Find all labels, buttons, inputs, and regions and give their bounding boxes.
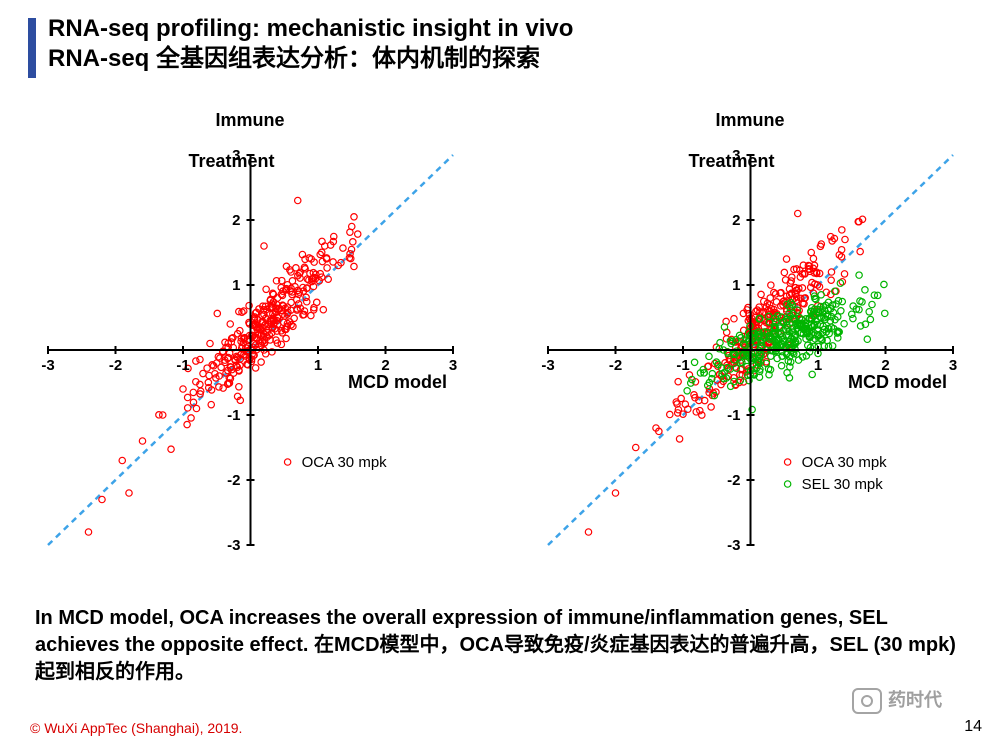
- svg-text:3: 3: [948, 357, 956, 374]
- title-block: RNA-seq profiling: mechanistic insight i…: [48, 14, 573, 74]
- chart-right-title: Immune: [528, 110, 973, 131]
- watermark-text: 药时代: [888, 690, 942, 710]
- svg-text:Treatment: Treatment: [188, 151, 274, 171]
- svg-text:2: 2: [732, 212, 740, 229]
- svg-text:1: 1: [732, 277, 740, 294]
- svg-text:-2: -2: [727, 472, 740, 489]
- svg-text:3: 3: [448, 357, 456, 374]
- svg-text:MCD model: MCD model: [348, 372, 447, 392]
- svg-text:Treatment: Treatment: [688, 151, 774, 171]
- chart-left-title: Immune: [28, 110, 473, 131]
- svg-text:2: 2: [232, 212, 240, 229]
- svg-text:SEL 30 mpk: SEL 30 mpk: [801, 476, 883, 493]
- svg-text:-3: -3: [727, 537, 740, 554]
- title-accent-bar: [28, 18, 36, 78]
- svg-text:-2: -2: [108, 357, 121, 374]
- chart-right-svg: -3-3-2-2-1-1112233MCD modelTreatmentOCA …: [528, 135, 973, 565]
- svg-text:OCA 30 mpk: OCA 30 mpk: [801, 454, 887, 471]
- chart-right: Immune -3-3-2-2-1-1112233MCD modelTreatm…: [528, 110, 973, 580]
- svg-text:1: 1: [813, 357, 821, 374]
- svg-text:-1: -1: [176, 357, 189, 374]
- caption-text: In MCD model, OCA increases the overall …: [35, 605, 965, 686]
- charts-row: Immune -3-3-2-2-1-1112233MCD modelTreatm…: [0, 110, 1000, 580]
- svg-text:1: 1: [313, 357, 321, 374]
- svg-text:-3: -3: [41, 357, 54, 374]
- svg-text:-2: -2: [608, 357, 621, 374]
- chart-left-svg: -3-3-2-2-1-1112233MCD modelTreatmentOCA …: [28, 135, 473, 565]
- watermark: 药时代: [852, 686, 942, 714]
- wechat-icon: [852, 688, 882, 714]
- svg-text:-3: -3: [227, 537, 240, 554]
- svg-text:OCA 30 mpk: OCA 30 mpk: [301, 454, 387, 471]
- svg-text:1: 1: [232, 277, 240, 294]
- svg-text:-3: -3: [541, 357, 554, 374]
- svg-text:-1: -1: [676, 357, 689, 374]
- chart-left: Immune -3-3-2-2-1-1112233MCD modelTreatm…: [28, 110, 473, 580]
- svg-text:-1: -1: [227, 407, 240, 424]
- title-en: RNA-seq profiling: mechanistic insight i…: [48, 14, 573, 44]
- svg-text:-2: -2: [227, 472, 240, 489]
- page-number: 14: [964, 718, 982, 736]
- svg-text:-1: -1: [727, 407, 740, 424]
- svg-text:MCD model: MCD model: [848, 372, 947, 392]
- title-zh: RNA-seq 全基因组表达分析：体内机制的探索: [48, 44, 573, 74]
- copyright-text: © WuXi AppTec (Shanghai), 2019.: [30, 720, 242, 736]
